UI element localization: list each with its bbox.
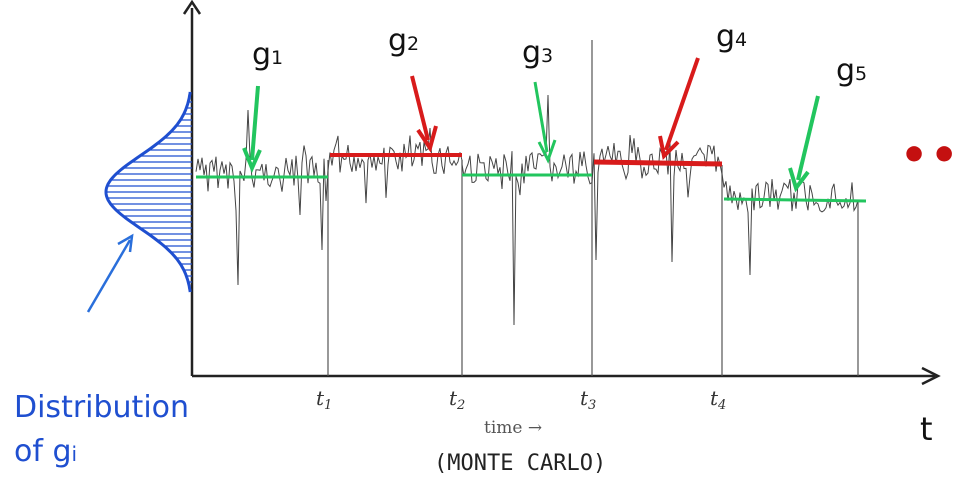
- label-g5: g5: [836, 53, 867, 88]
- arrow-g4: [658, 57, 700, 161]
- level-g5: [723, 197, 867, 203]
- arrow-g5: [788, 95, 820, 193]
- label-g2: g2: [388, 23, 419, 58]
- continuation-dots: •••: [900, 130, 958, 181]
- noisy-trace: [195, 94, 859, 326]
- time-label: time →: [484, 418, 542, 438]
- level-g4: [593, 159, 723, 167]
- arrow-g1: [242, 85, 262, 174]
- arrow-g3: [533, 81, 557, 164]
- tick-t1: t1: [316, 386, 332, 413]
- arrow-g2: [410, 75, 438, 153]
- distribution-caption-line1: Distribution: [14, 390, 190, 425]
- tick-t3: t3: [580, 386, 596, 413]
- gaussian-distribution: [104, 91, 192, 293]
- distribution-caption: Distribution of gi: [14, 386, 189, 476]
- distribution-arrow: [86, 233, 134, 313]
- monte-carlo-label: (MONTE CARLO): [434, 451, 606, 476]
- x-axis-arrow: [921, 366, 941, 386]
- distribution-caption-line2: of gi: [14, 434, 78, 469]
- tick-t4: t4: [710, 386, 726, 413]
- label-g1: g1: [252, 37, 283, 72]
- label-g4: g4: [716, 19, 747, 54]
- y-axis-arrow: [182, 0, 202, 15]
- tick-t2: t2: [449, 386, 465, 413]
- axis-label-t: t: [920, 410, 933, 448]
- label-g3: g3: [522, 35, 553, 70]
